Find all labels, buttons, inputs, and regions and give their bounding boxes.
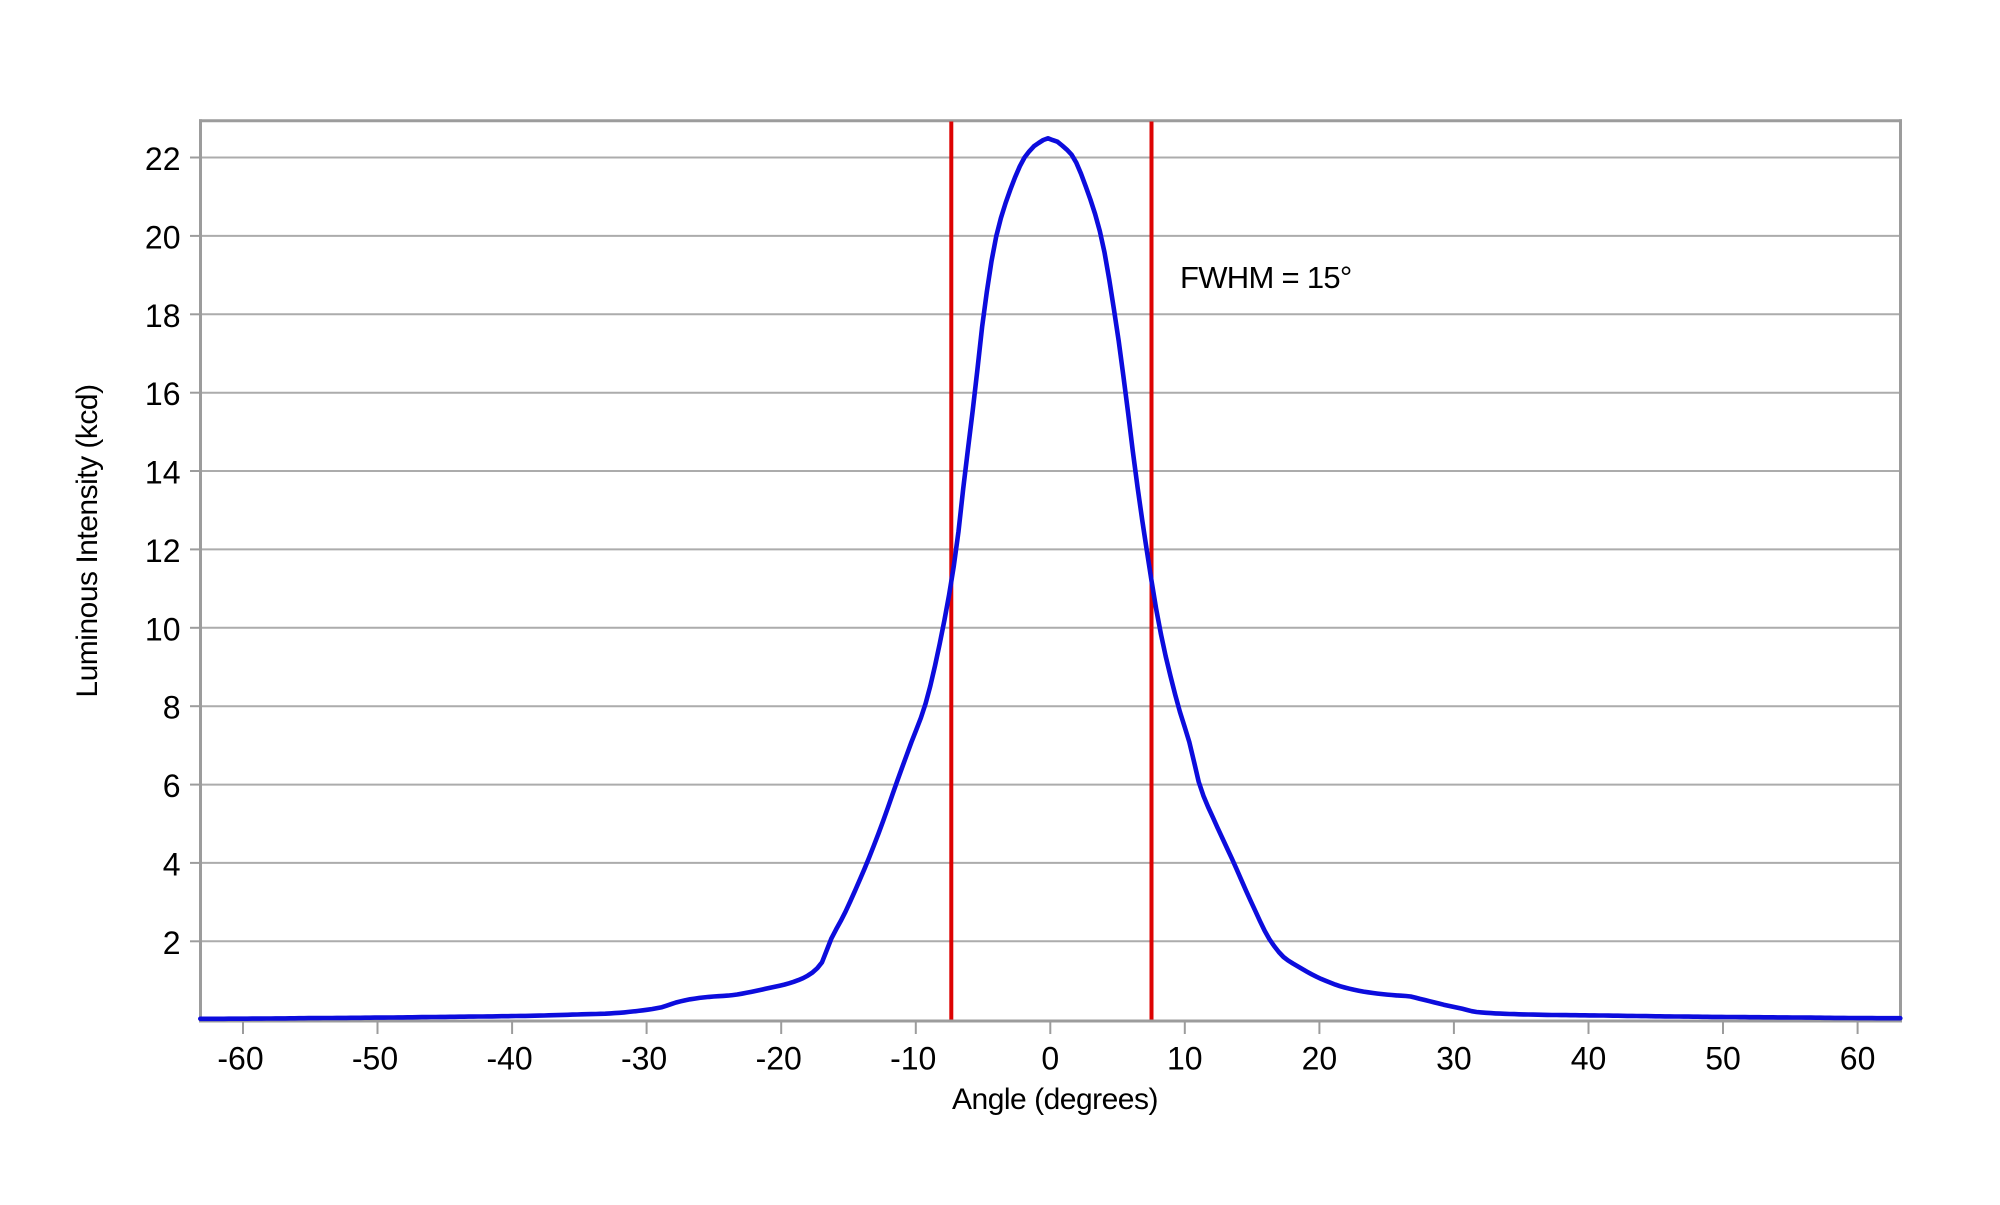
svg-text:10: 10 xyxy=(1167,1041,1203,1077)
svg-text:-20: -20 xyxy=(756,1041,802,1077)
svg-text:60: 60 xyxy=(1840,1041,1876,1077)
svg-text:40: 40 xyxy=(1571,1041,1607,1077)
svg-text:-50: -50 xyxy=(352,1041,398,1077)
svg-text:18: 18 xyxy=(145,298,181,334)
svg-text:Luminous Intensity (kcd): Luminous Intensity (kcd) xyxy=(71,384,104,697)
svg-text:8: 8 xyxy=(163,690,181,726)
svg-text:-30: -30 xyxy=(621,1041,667,1077)
svg-text:FWHM = 15°: FWHM = 15° xyxy=(1180,260,1352,295)
svg-text:0: 0 xyxy=(1041,1041,1059,1077)
svg-text:-10: -10 xyxy=(890,1041,936,1077)
svg-text:22: 22 xyxy=(145,141,181,177)
svg-text:16: 16 xyxy=(145,376,181,412)
svg-text:2: 2 xyxy=(163,925,181,961)
svg-text:Angle (degrees): Angle (degrees) xyxy=(952,1083,1158,1116)
svg-text:14: 14 xyxy=(145,455,181,491)
svg-text:-60: -60 xyxy=(217,1041,263,1077)
svg-text:12: 12 xyxy=(145,533,181,569)
svg-text:4: 4 xyxy=(163,846,181,882)
svg-text:10: 10 xyxy=(145,611,181,647)
svg-text:-40: -40 xyxy=(486,1041,532,1077)
svg-text:20: 20 xyxy=(1302,1041,1338,1077)
svg-text:30: 30 xyxy=(1436,1041,1472,1077)
svg-text:50: 50 xyxy=(1705,1041,1741,1077)
svg-text:20: 20 xyxy=(145,219,181,255)
svg-text:6: 6 xyxy=(163,768,181,804)
